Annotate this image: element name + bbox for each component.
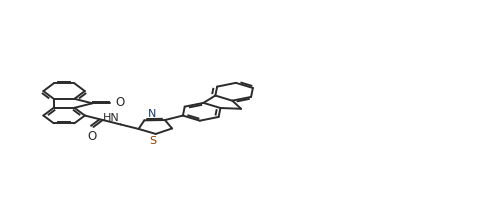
Text: HN: HN [103, 113, 119, 123]
Text: S: S [150, 137, 157, 147]
Text: N: N [148, 109, 157, 119]
Text: O: O [116, 96, 125, 109]
Text: O: O [87, 130, 97, 143]
